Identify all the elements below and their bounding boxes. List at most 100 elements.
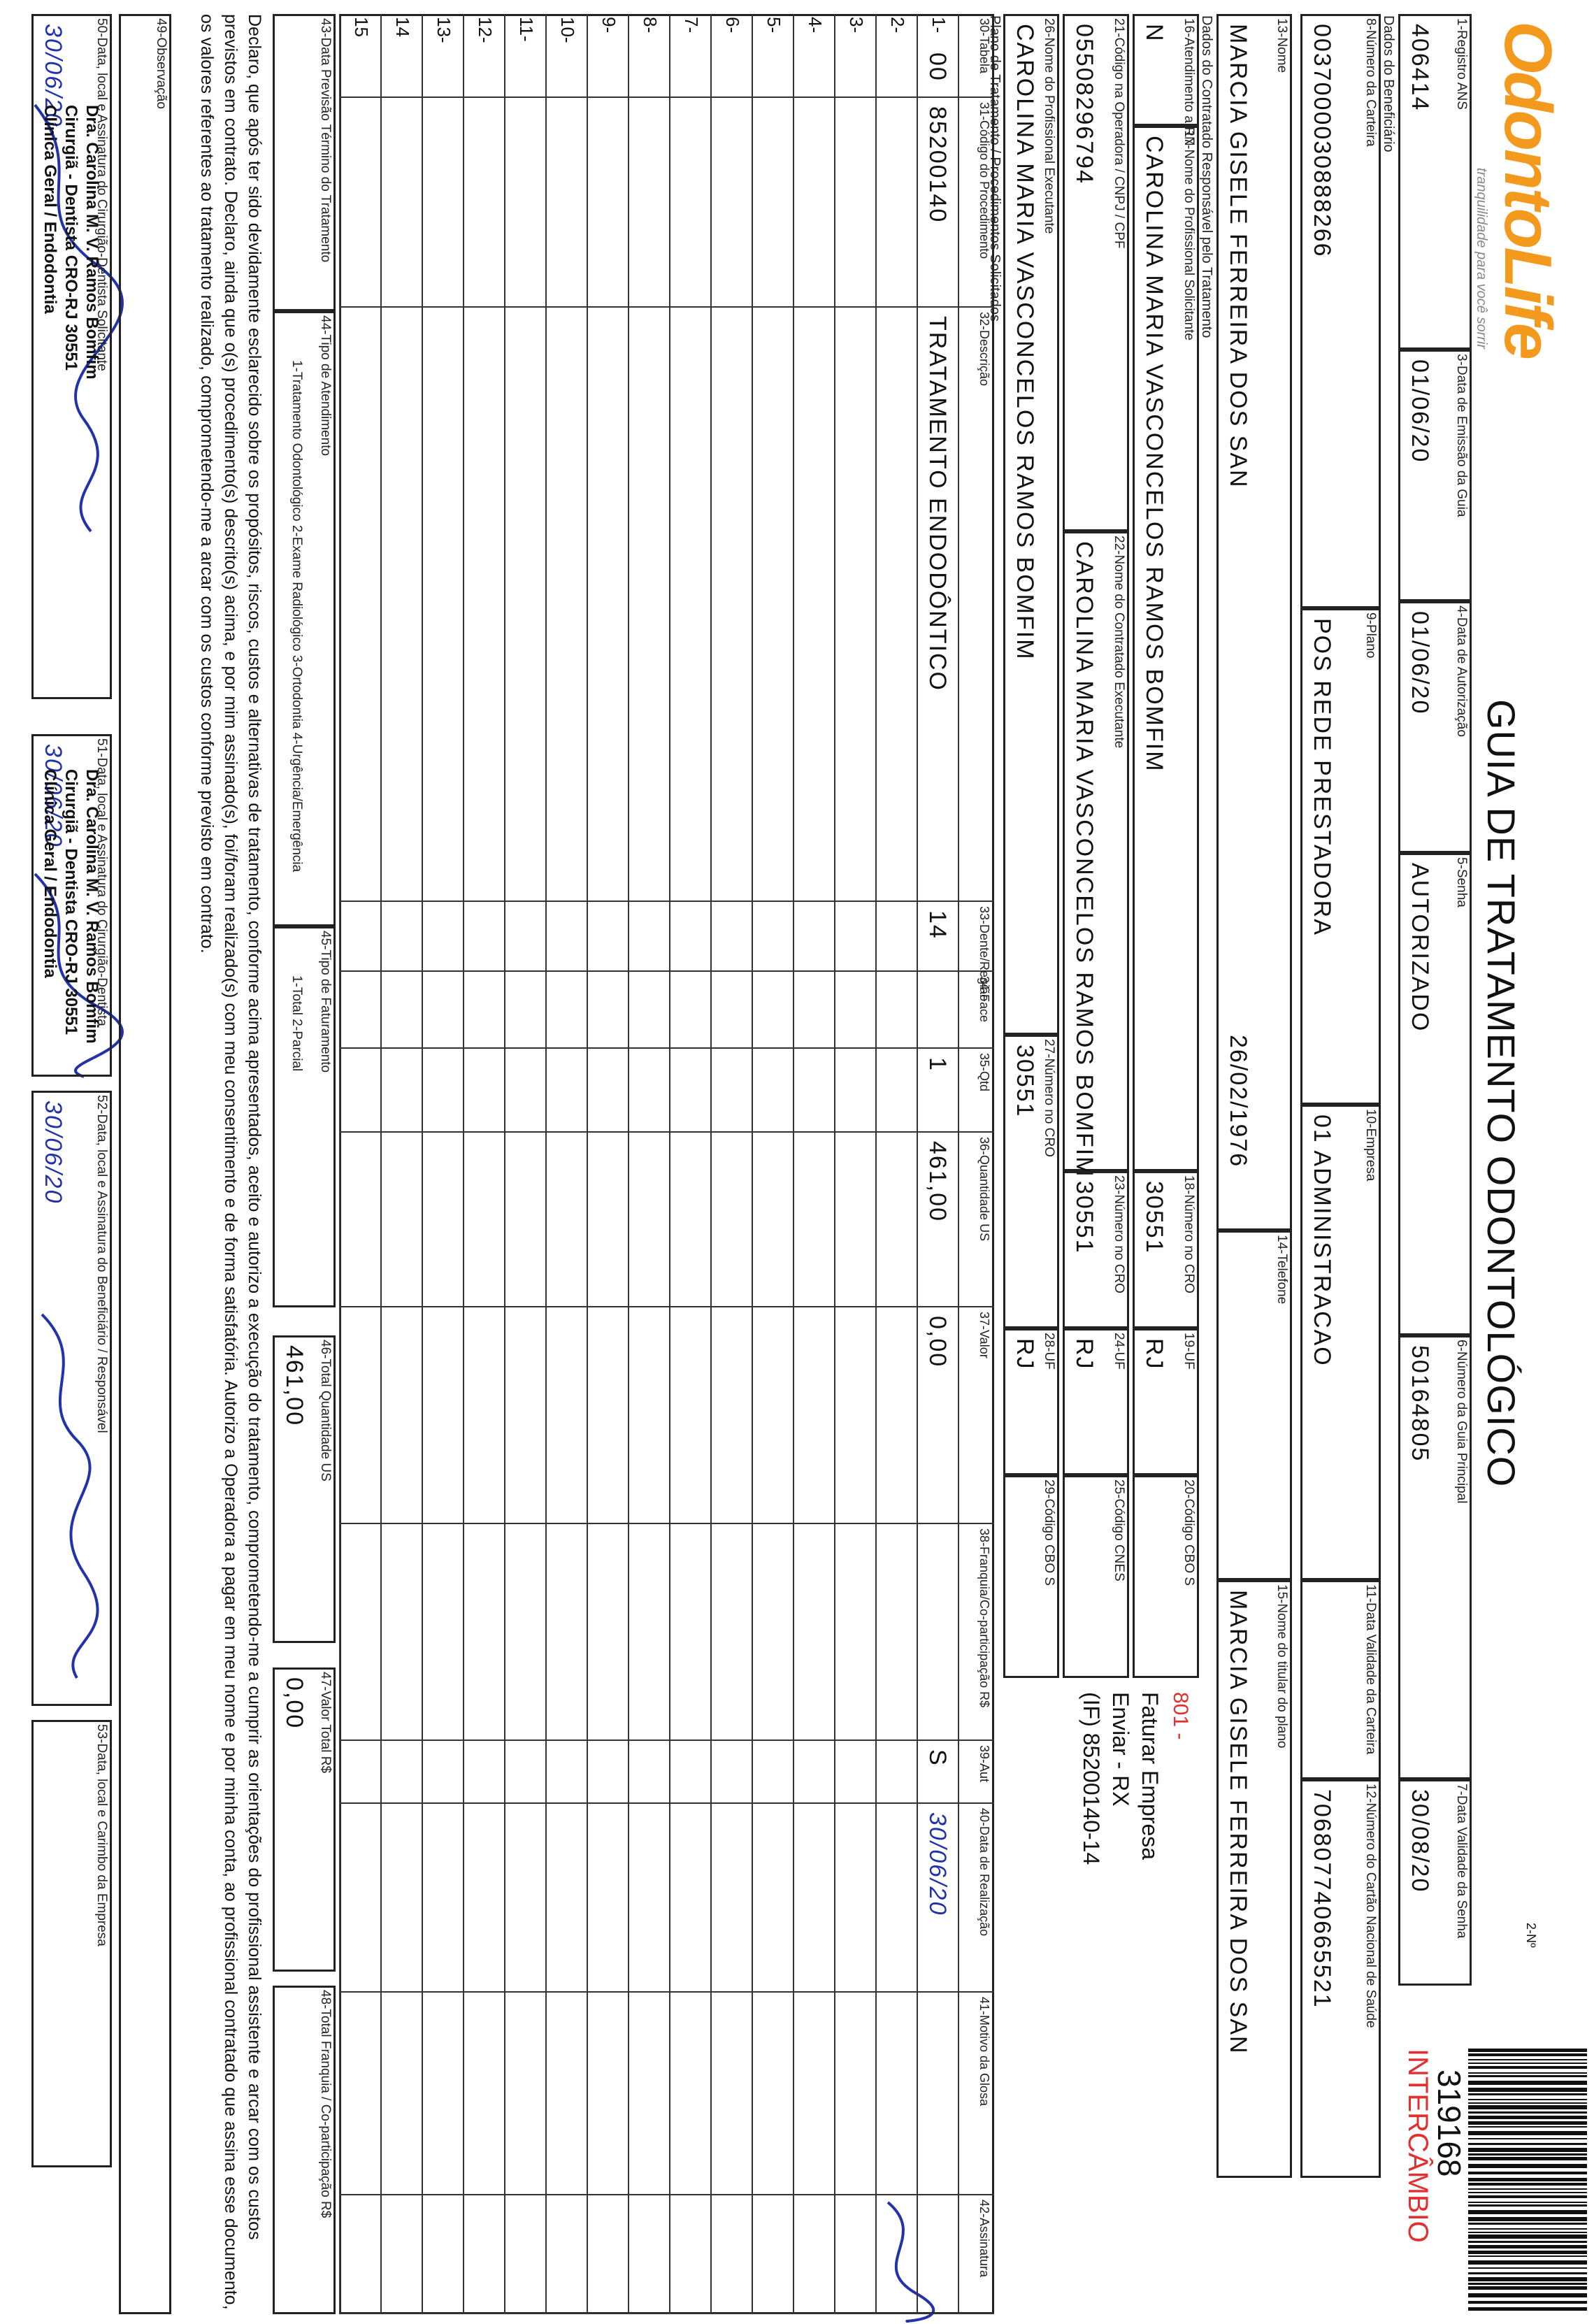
- field-value: 01 ADMINISTRACAO: [1309, 1114, 1335, 1367]
- barcode-bar: [1468, 2093, 1587, 2095]
- field-label: 21-Código na Operadora / CNPJ / CPF: [1112, 18, 1126, 249]
- barcode-bar: [1468, 2102, 1587, 2104]
- row-number: 14: [392, 17, 413, 37]
- table-cell: [710, 1307, 752, 1524]
- table-cell: [339, 1524, 380, 1741]
- table-cell: [504, 1993, 545, 2195]
- table-cell: [669, 902, 710, 972]
- table-cell: [504, 972, 545, 1049]
- table-cell: [422, 1307, 463, 1524]
- field-label: 47-Valor Total R$: [318, 1672, 333, 1774]
- table-cell: [380, 1993, 422, 2195]
- table-cell: [339, 2195, 380, 2314]
- barcode-bar: [1468, 2223, 1587, 2225]
- table-cell: [545, 1741, 587, 1804]
- field-value: 01/06/20: [1407, 611, 1433, 715]
- row-number: 11-: [516, 17, 537, 42]
- table-cell: [545, 1133, 587, 1307]
- barcode-bar: [1468, 2116, 1587, 2119]
- field-value: MARCIA GISELE FERREIRA DOS SAN: [1225, 24, 1251, 489]
- column-header: 42-Assinatura: [958, 2195, 994, 2314]
- table-cell: [793, 1133, 834, 1307]
- barcode-bar: [1468, 2293, 1587, 2297]
- row-number: 15: [351, 17, 372, 37]
- barcode-bar: [1468, 2210, 1587, 2214]
- stamp-line: Clínica Geral / Endodontia: [41, 105, 59, 314]
- field-label: 29-Código CBO S: [1042, 1479, 1056, 1586]
- table-cell: [875, 1307, 917, 1524]
- table-cell: [834, 902, 875, 972]
- title: GUIA DE TRATAMENTO ODONTOLÓGICO: [1479, 699, 1523, 1488]
- field-label: 43-Data Previsão Término do Tratamento: [318, 18, 333, 263]
- note: Faturar Empresa: [1137, 1692, 1163, 1860]
- field-label: 45-Tipo de Faturamento: [318, 931, 333, 1073]
- table-cell: [339, 308, 380, 902]
- table-cell: [422, 972, 463, 1049]
- table-cell: [545, 902, 587, 972]
- field-label: 15-Nome do titular do plano: [1275, 1584, 1289, 1749]
- table-cell: [710, 308, 752, 902]
- table-cell: [504, 98, 545, 308]
- field-label: 24-UF: [1112, 1333, 1126, 1370]
- barcode-bar: [1468, 2072, 1587, 2074]
- column-header: 39-Aut: [958, 1741, 994, 1804]
- field-value: 05508296794: [1071, 24, 1098, 185]
- table-cell: [504, 308, 545, 902]
- table-cell: [339, 1307, 380, 1524]
- field-label: 17-Nome do Profissional Solicitante: [1182, 130, 1196, 340]
- table-cell: [587, 1307, 628, 1524]
- row-number: 10-: [557, 17, 578, 43]
- table-cell: [710, 1133, 752, 1307]
- barcode-bar: [1468, 2301, 1587, 2304]
- table-cell: [793, 1307, 834, 1524]
- field-value: 26/02/1976: [1225, 1035, 1251, 1168]
- table-cell: [380, 1741, 422, 1804]
- table-cell: [917, 2195, 958, 2314]
- section-title: Dados do Beneficiário: [1381, 15, 1396, 152]
- table-cell: [380, 1307, 422, 1524]
- stamp-line: Dra. Carolina M. V. Ramos Bomfim: [82, 769, 101, 1044]
- barcode-bar: [1468, 2049, 1587, 2052]
- barcode-bar: [1468, 2105, 1587, 2109]
- field-value: 30/06/20: [40, 1100, 66, 1205]
- table-cell: [545, 308, 587, 902]
- field-value: 30551: [1071, 1181, 1098, 1254]
- field-label: 28-UF: [1042, 1333, 1056, 1370]
- table-cell: [875, 902, 917, 972]
- note: 801 -: [1169, 1692, 1192, 1740]
- barcode-bar: [1468, 2277, 1587, 2281]
- table-cell: [463, 2195, 504, 2314]
- table-cell: [587, 1524, 628, 1741]
- logo: OdontoLife: [1491, 21, 1565, 358]
- field-label: 18-Número no CRO: [1182, 1175, 1196, 1293]
- table-cell: [504, 902, 545, 972]
- column-header: 31-Código do Procedimento: [958, 98, 994, 308]
- barcode-bar: [1468, 2235, 1587, 2239]
- barcode-bar: [1468, 2286, 1587, 2290]
- table-cell: [752, 2195, 793, 2314]
- barcode-bar: [1468, 2153, 1587, 2156]
- stamp-line: Cirurgiã - Dentista CRO-RJ 30551: [62, 769, 80, 1035]
- field-label: 6-Número da Guia Principal: [1454, 1340, 1469, 1504]
- field-label: 46-Total Quantidade US: [318, 1340, 333, 1482]
- table-value: 00: [924, 52, 951, 82]
- table-cell: [422, 2195, 463, 2314]
- table-cell: [380, 972, 422, 1049]
- table-cell: [587, 1993, 628, 2195]
- table-cell: [752, 1993, 793, 2195]
- field-label: 44-Tipo de Atendimento: [318, 315, 333, 457]
- table-cell: [380, 1049, 422, 1133]
- field-label: 49-Observação: [154, 18, 168, 109]
- table-cell: [380, 2195, 422, 2314]
- table-cell: [710, 1741, 752, 1804]
- table-cell: [463, 1307, 504, 1524]
- table-cell: [545, 1049, 587, 1133]
- field-label: 9-Plano: [1363, 612, 1378, 659]
- table-cell: [380, 1133, 422, 1307]
- field-value: 706807740665521: [1309, 1789, 1335, 2009]
- barcode-bar: [1468, 2075, 1587, 2077]
- table-cell: [463, 98, 504, 308]
- table-value: S: [924, 1749, 951, 1767]
- column-header: 40-Data de Realização: [958, 1804, 994, 1993]
- field-value: 30551: [1012, 1045, 1038, 1118]
